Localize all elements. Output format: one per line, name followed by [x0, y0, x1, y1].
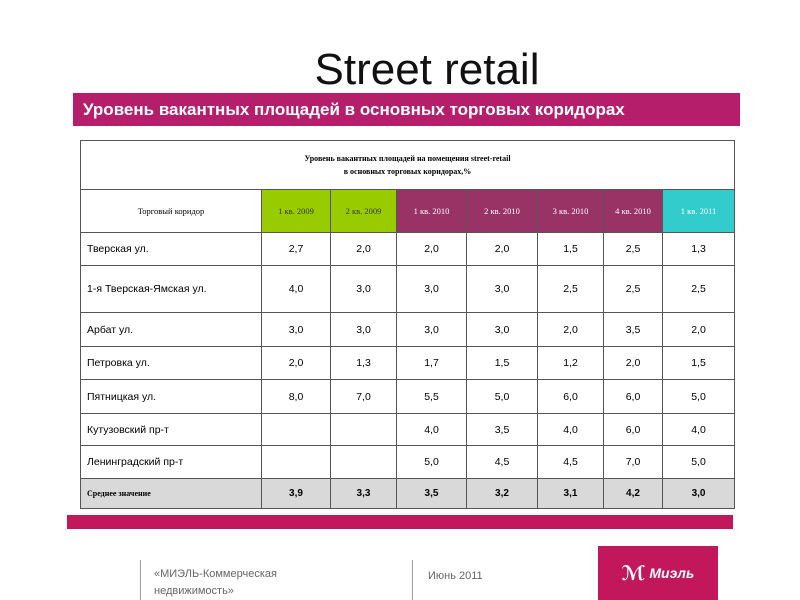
- vacancy-value: 1,5: [466, 346, 538, 380]
- vacancy-value: [261, 445, 331, 479]
- vacancy-value: 1,5: [537, 232, 604, 266]
- vacancy-value: 2,5: [603, 232, 663, 266]
- vacancy-value: 4,0: [261, 265, 331, 313]
- corridor-name: Ленинградский пр-т: [80, 445, 262, 479]
- vacancy-value: 5,0: [661, 379, 736, 414]
- footer-divider: [140, 560, 141, 600]
- vacancy-value: 3,0: [261, 312, 331, 347]
- corridor-name: 1-я Тверская-Ямская ул.: [80, 265, 262, 313]
- vacancy-value: 8,0: [261, 379, 331, 414]
- vacancy-value: 7,0: [330, 379, 397, 414]
- vacancy-value: 2,5: [661, 265, 736, 313]
- vacancy-value: [261, 413, 331, 446]
- quarter-header: 2 кв. 2010: [466, 189, 538, 233]
- average-row: Среднее значение 3,9 3,3 3,5 3,2 3,1 4,2 3,0: [80, 478, 736, 509]
- vacancy-value: 1,7: [396, 346, 467, 380]
- vacancy-value: 5,0: [396, 445, 467, 479]
- table-row: Ленинградский пр-т 5,0 4,5 4,5 7,0 5,0: [80, 445, 736, 479]
- vacancy-value: 3,0: [330, 312, 397, 347]
- vacancy-value: 7,0: [603, 445, 663, 479]
- subtitle-banner: Уровень вакантных площадей в основных то…: [73, 93, 740, 126]
- header-row: Торговый коридор 1 кв. 2009 2 кв. 2009 1…: [80, 189, 736, 233]
- quarter-header: 4 кв. 2010: [603, 189, 663, 233]
- vacancy-value: [330, 445, 397, 479]
- average-value: 4,2: [603, 478, 663, 509]
- vacancy-value: 4,0: [396, 413, 467, 446]
- vacancy-value: 4,0: [661, 413, 736, 446]
- vacancy-value: 5,0: [661, 445, 736, 479]
- quarter-header: 1 кв. 2009: [261, 189, 331, 233]
- average-value: 3,2: [466, 478, 538, 509]
- vacancy-value: 2,5: [603, 265, 663, 313]
- vacancy-value: 2,0: [396, 232, 467, 266]
- vacancy-value: 2,0: [603, 346, 663, 380]
- vacancy-value: 2,7: [261, 232, 331, 266]
- table-row: Пятницкая ул. 8,0 7,0 5,5 5,0 6,0 6,0 5,0: [80, 379, 736, 414]
- corridor-header: Торговый коридор: [80, 189, 262, 233]
- vacancy-value: 3,0: [330, 265, 397, 313]
- table-row: 1-я Тверская-Ямская ул. 4,0 3,0 3,0 3,0 2,5 2,…: [80, 265, 736, 313]
- vacancy-value: 2,5: [537, 265, 604, 313]
- vacancy-value: 2,0: [537, 312, 604, 347]
- report-date: Июнь 2011: [428, 570, 483, 582]
- vacancy-value: 2,0: [661, 312, 736, 347]
- corridor-name: Петровка ул.: [80, 346, 262, 380]
- vacancy-value: 6,0: [603, 379, 663, 414]
- vacancy-value: 5,5: [396, 379, 467, 414]
- company-name-line-2: недвижимость»: [154, 585, 234, 597]
- logo-text: Миэль: [649, 565, 695, 581]
- table-row: Тверская ул. 2,7 2,0 2,0 2,0 1,5 2,5 1,3: [80, 232, 736, 266]
- vacancy-value: 1,5: [661, 346, 736, 380]
- average-value: 3,5: [396, 478, 467, 509]
- vacancy-value: 6,0: [603, 413, 663, 446]
- caption-line-1: Уровень вакантных площадей на помещения …: [304, 154, 511, 163]
- average-value: 3,9: [261, 478, 331, 509]
- vacancy-value: 6,0: [537, 379, 604, 414]
- vacancy-value: 3,0: [396, 265, 467, 313]
- company-name-line-1: «МИЭЛЬ-Коммерческая: [154, 568, 277, 580]
- quarter-header: 1 кв. 2011: [661, 189, 736, 233]
- vacancy-value: 1,3: [661, 232, 736, 266]
- company-name: «МИЭЛЬ-Коммерческая недвижимость»: [154, 566, 277, 600]
- table-row: Петровка ул. 2,0 1,3 1,7 1,5 1,2 2,0 1,5: [80, 346, 736, 380]
- table-row: Арбат ул. 3,0 3,0 3,0 3,0 2,0 3,5 2,0: [80, 312, 736, 347]
- average-value: 3,1: [537, 478, 604, 509]
- caption-line-2: в основных торговых коридорах,%: [343, 167, 472, 176]
- vacancy-value: 3,0: [466, 265, 538, 313]
- corridor-name: Кутузовский пр-т: [80, 413, 262, 446]
- average-value: 3,3: [330, 478, 397, 509]
- vacancy-value: 2,0: [330, 232, 397, 266]
- table-caption: Уровень вакантных площадей на помещения …: [79, 140, 736, 190]
- average-label: Среднее значение: [80, 478, 262, 509]
- vacancy-value: 5,0: [466, 379, 538, 414]
- vacancy-value: 3,0: [466, 312, 538, 347]
- vacancy-table: Уровень вакантных площадей на помещения …: [79, 140, 736, 509]
- footer-divider: [412, 560, 413, 600]
- vacancy-value: 4,5: [466, 445, 538, 479]
- quarter-header: 2 кв. 2009: [330, 189, 397, 233]
- vacancy-value: 3,0: [396, 312, 467, 347]
- corridor-name: Тверская ул.: [80, 232, 262, 266]
- vacancy-value: 4,0: [537, 413, 604, 446]
- vacancy-value: [330, 413, 397, 446]
- vacancy-value: 4,5: [537, 445, 604, 479]
- vacancy-value: 1,3: [330, 346, 397, 380]
- quarter-header: 1 кв. 2010: [396, 189, 467, 233]
- vacancy-value: 3,5: [466, 413, 538, 446]
- quarter-header: 3 кв. 2010: [537, 189, 604, 233]
- company-logo: ℳ Миэль: [598, 546, 718, 600]
- vacancy-value: 1,2: [537, 346, 604, 380]
- logo-mark-icon: ℳ: [621, 561, 646, 585]
- vacancy-value: 2,0: [261, 346, 331, 380]
- corridor-name: Арбат ул.: [80, 312, 262, 347]
- corridor-name: Пятницкая ул.: [80, 379, 262, 414]
- vacancy-value: 2,0: [466, 232, 538, 266]
- slide-title: Street retail: [314, 45, 540, 94]
- average-value: 3,0: [661, 478, 736, 509]
- decorative-bar: [67, 515, 733, 529]
- table-row: Кутузовский пр-т 4,0 3,5 4,0 6,0 4,0: [80, 413, 736, 446]
- vacancy-value: 3,5: [603, 312, 663, 347]
